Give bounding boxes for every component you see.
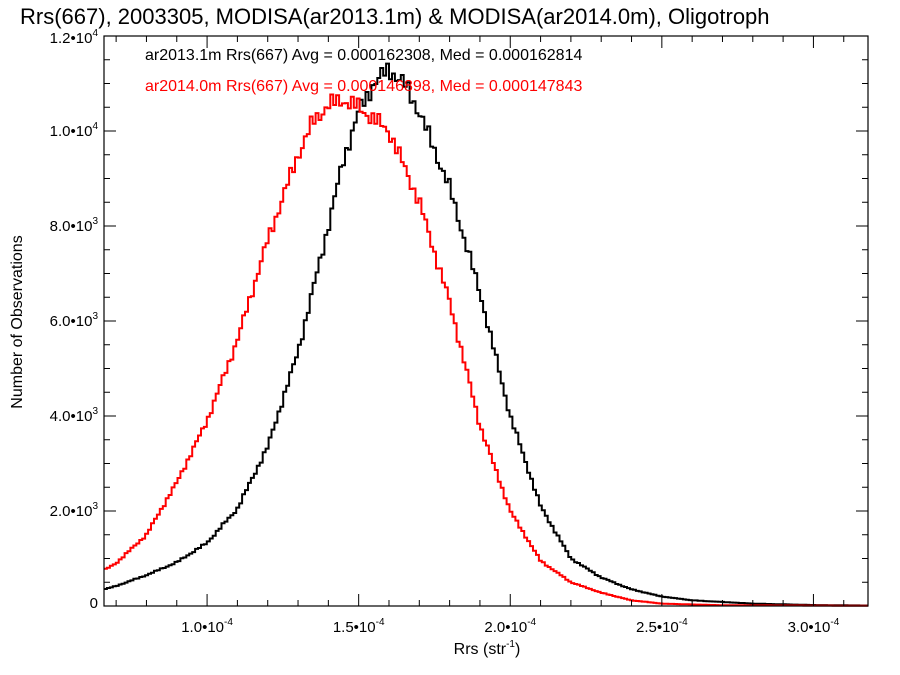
chart-title: Rrs(667), 2003305, MODISA(ar2013.1m) & M… xyxy=(20,4,770,29)
x-tick-labels: 1.0•10-4 1.5•10-4 2.0•10-4 2.5•10-4 3.0•10-4 xyxy=(181,617,839,636)
legend: ar2013.1m Rrs(667) Avg = 0.000162308, Me… xyxy=(145,47,582,95)
plot-series xyxy=(104,62,868,607)
y-tick-label: 0 xyxy=(90,595,98,612)
y-tick-label: 1.2•104 xyxy=(50,28,99,47)
x-tick-label: 1.0•10-4 xyxy=(181,617,233,636)
legend-entry-ar2013: ar2013.1m Rrs(667) Avg = 0.000162308, Me… xyxy=(145,47,582,64)
x-tick-label: 1.5•10-4 xyxy=(333,617,385,636)
series-ar2013.1m xyxy=(104,62,868,607)
y-tick-label: 2.0•103 xyxy=(50,501,99,520)
y-tick-label: 4.0•103 xyxy=(50,406,99,425)
y-tick-label: 1.0•104 xyxy=(50,121,99,140)
axis-ticks xyxy=(104,35,868,607)
x-tick-label: 2.0•10-4 xyxy=(484,617,536,636)
x-tick-label: 3.0•10-4 xyxy=(788,617,840,636)
y-tick-label: 8.0•103 xyxy=(50,216,99,235)
x-axis-label: Rrs (str-1) xyxy=(454,639,521,658)
y-tick-label: 6.0•103 xyxy=(50,311,99,330)
y-tick-labels: 0 2.0•103 4.0•103 6.0•103 8.0•103 1.0•104 1.2•… xyxy=(50,28,99,612)
x-tick-label: 2.5•10-4 xyxy=(636,617,688,636)
series-ar2014.0m xyxy=(104,93,868,607)
y-axis-label: Number of Observations xyxy=(9,235,26,408)
legend-entry-ar2014: ar2014.0m Rrs(667) Avg = 0.000146898, Me… xyxy=(145,78,582,95)
